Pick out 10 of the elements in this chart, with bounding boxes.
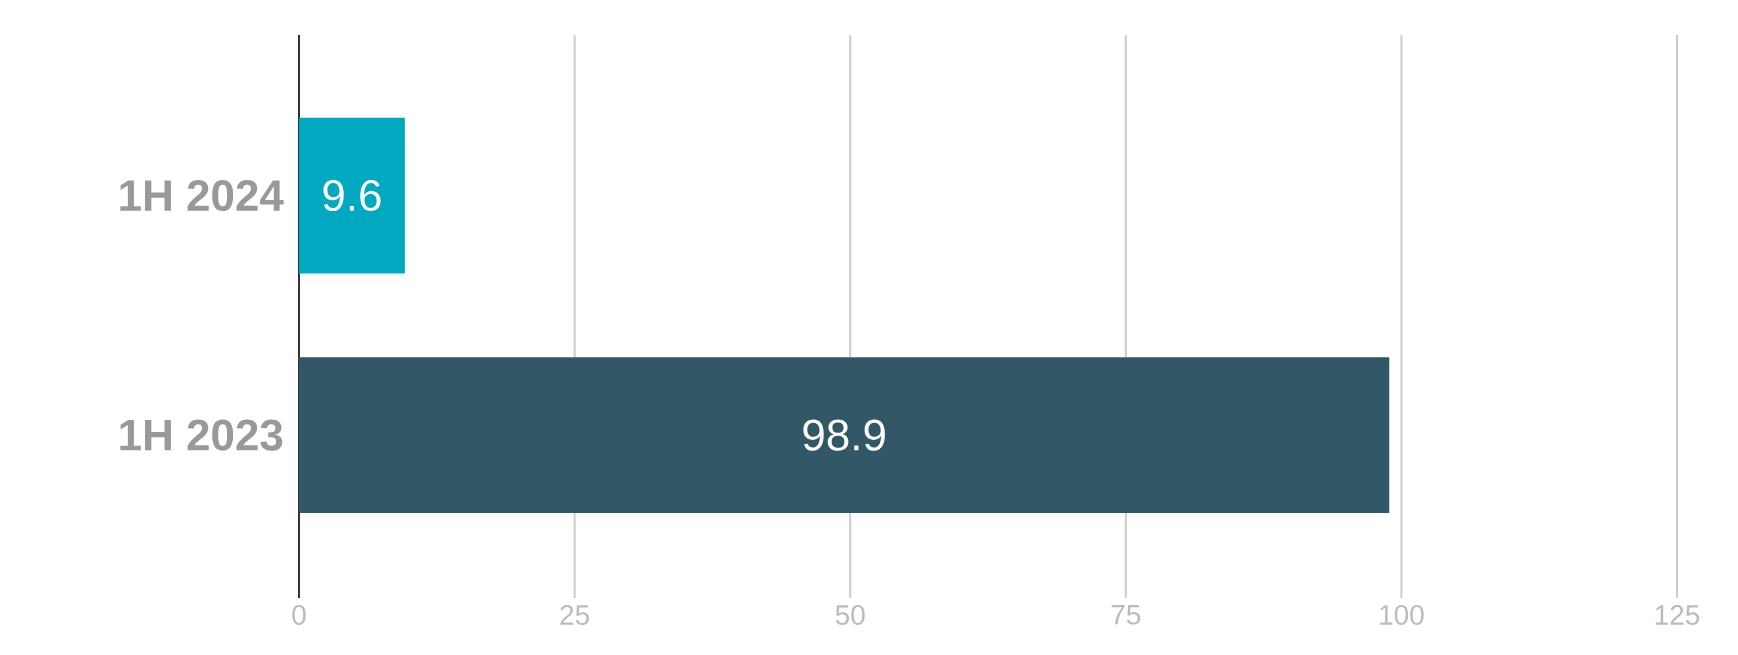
- x-tick-label: 50: [835, 605, 865, 625]
- y-tick-label: 1H 2024: [120, 179, 284, 212]
- y-tick-label: 1H 2023: [120, 419, 283, 451]
- data-label: 98.9: [803, 419, 885, 451]
- data-label: 9.6: [323, 179, 381, 212]
- x-tick-label: 75: [1111, 605, 1141, 625]
- x-tick-label: 125: [1655, 605, 1700, 625]
- x-tick-label: 0: [292, 605, 306, 625]
- x-tick-label: 25: [560, 605, 589, 625]
- x-tick-label: 100: [1380, 605, 1424, 625]
